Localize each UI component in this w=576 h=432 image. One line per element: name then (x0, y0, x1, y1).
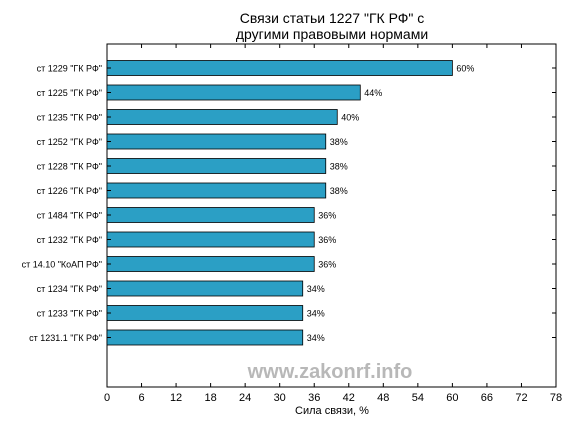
x-tick-label: 48 (377, 392, 389, 404)
x-tick-label: 12 (170, 392, 182, 404)
bar-value-label: 60% (456, 64, 474, 74)
bar (106, 207, 315, 223)
category-label: ст 1484 "ГК РФ" (37, 211, 102, 221)
category-label: ст 1234 "ГК РФ" (37, 284, 102, 294)
bar (106, 280, 304, 297)
category-label: ст 1231.1 "ГК РФ" (29, 333, 102, 343)
x-tick-label: 72 (515, 392, 527, 404)
x-tick-label: 24 (239, 392, 251, 404)
x-tick-label: 42 (343, 392, 355, 404)
bar (106, 305, 304, 321)
x-tick-label: 60 (446, 392, 458, 404)
bar (106, 329, 304, 346)
bar (106, 256, 315, 272)
category-label: ст 1233 "ГК РФ" (37, 309, 102, 319)
bar (106, 60, 453, 76)
bar (106, 133, 327, 150)
category-label: ст 1232 "ГК РФ" (37, 235, 102, 245)
bar-value-label: 38% (330, 162, 348, 172)
x-tick-label: 30 (274, 392, 286, 404)
bar (106, 182, 327, 199)
bar-value-label: 34% (307, 333, 325, 343)
watermark-text: www.zakonrf.info (247, 361, 413, 383)
category-label: ст 1228 "ГК РФ" (37, 162, 102, 172)
bar-value-label: 34% (307, 309, 325, 319)
bar-value-label: 40% (341, 113, 359, 123)
x-tick-label: 18 (204, 392, 216, 404)
category-label: ст 14.10 "КоАП РФ" (22, 260, 102, 270)
category-label: ст 1229 "ГК РФ" (37, 64, 102, 74)
bar-value-label: 36% (318, 211, 336, 221)
category-label: ст 1225 "ГК РФ" (37, 88, 102, 98)
bar-value-label: 36% (318, 260, 336, 270)
bar-value-label: 34% (307, 284, 325, 294)
x-tick-label: 54 (412, 392, 424, 404)
chart-title-line-2: другими правовыми нормами (236, 26, 428, 42)
category-label: ст 1252 "ГК РФ" (37, 137, 102, 147)
bar-value-label: 44% (364, 88, 382, 98)
x-tick-label: 66 (481, 392, 493, 404)
category-label: ст 1235 "ГК РФ" (37, 113, 102, 123)
x-tick-label: 0 (104, 392, 110, 404)
x-tick-label: 36 (308, 392, 320, 404)
bar-value-label: 38% (330, 186, 348, 196)
x-tick-label: 78 (550, 392, 562, 404)
bar-value-label: 38% (330, 137, 348, 147)
bar (106, 84, 361, 101)
x-axis-label: Сила связи, % (295, 405, 369, 417)
bar (106, 109, 338, 125)
chart-title-line-1: Связи статьи 1227 "ГК РФ" с (240, 10, 425, 26)
category-label: ст 1226 "ГК РФ" (37, 186, 102, 196)
bar (106, 158, 327, 174)
x-tick-label: 6 (138, 392, 144, 404)
bar (106, 231, 315, 248)
bar-value-label: 36% (318, 235, 336, 245)
